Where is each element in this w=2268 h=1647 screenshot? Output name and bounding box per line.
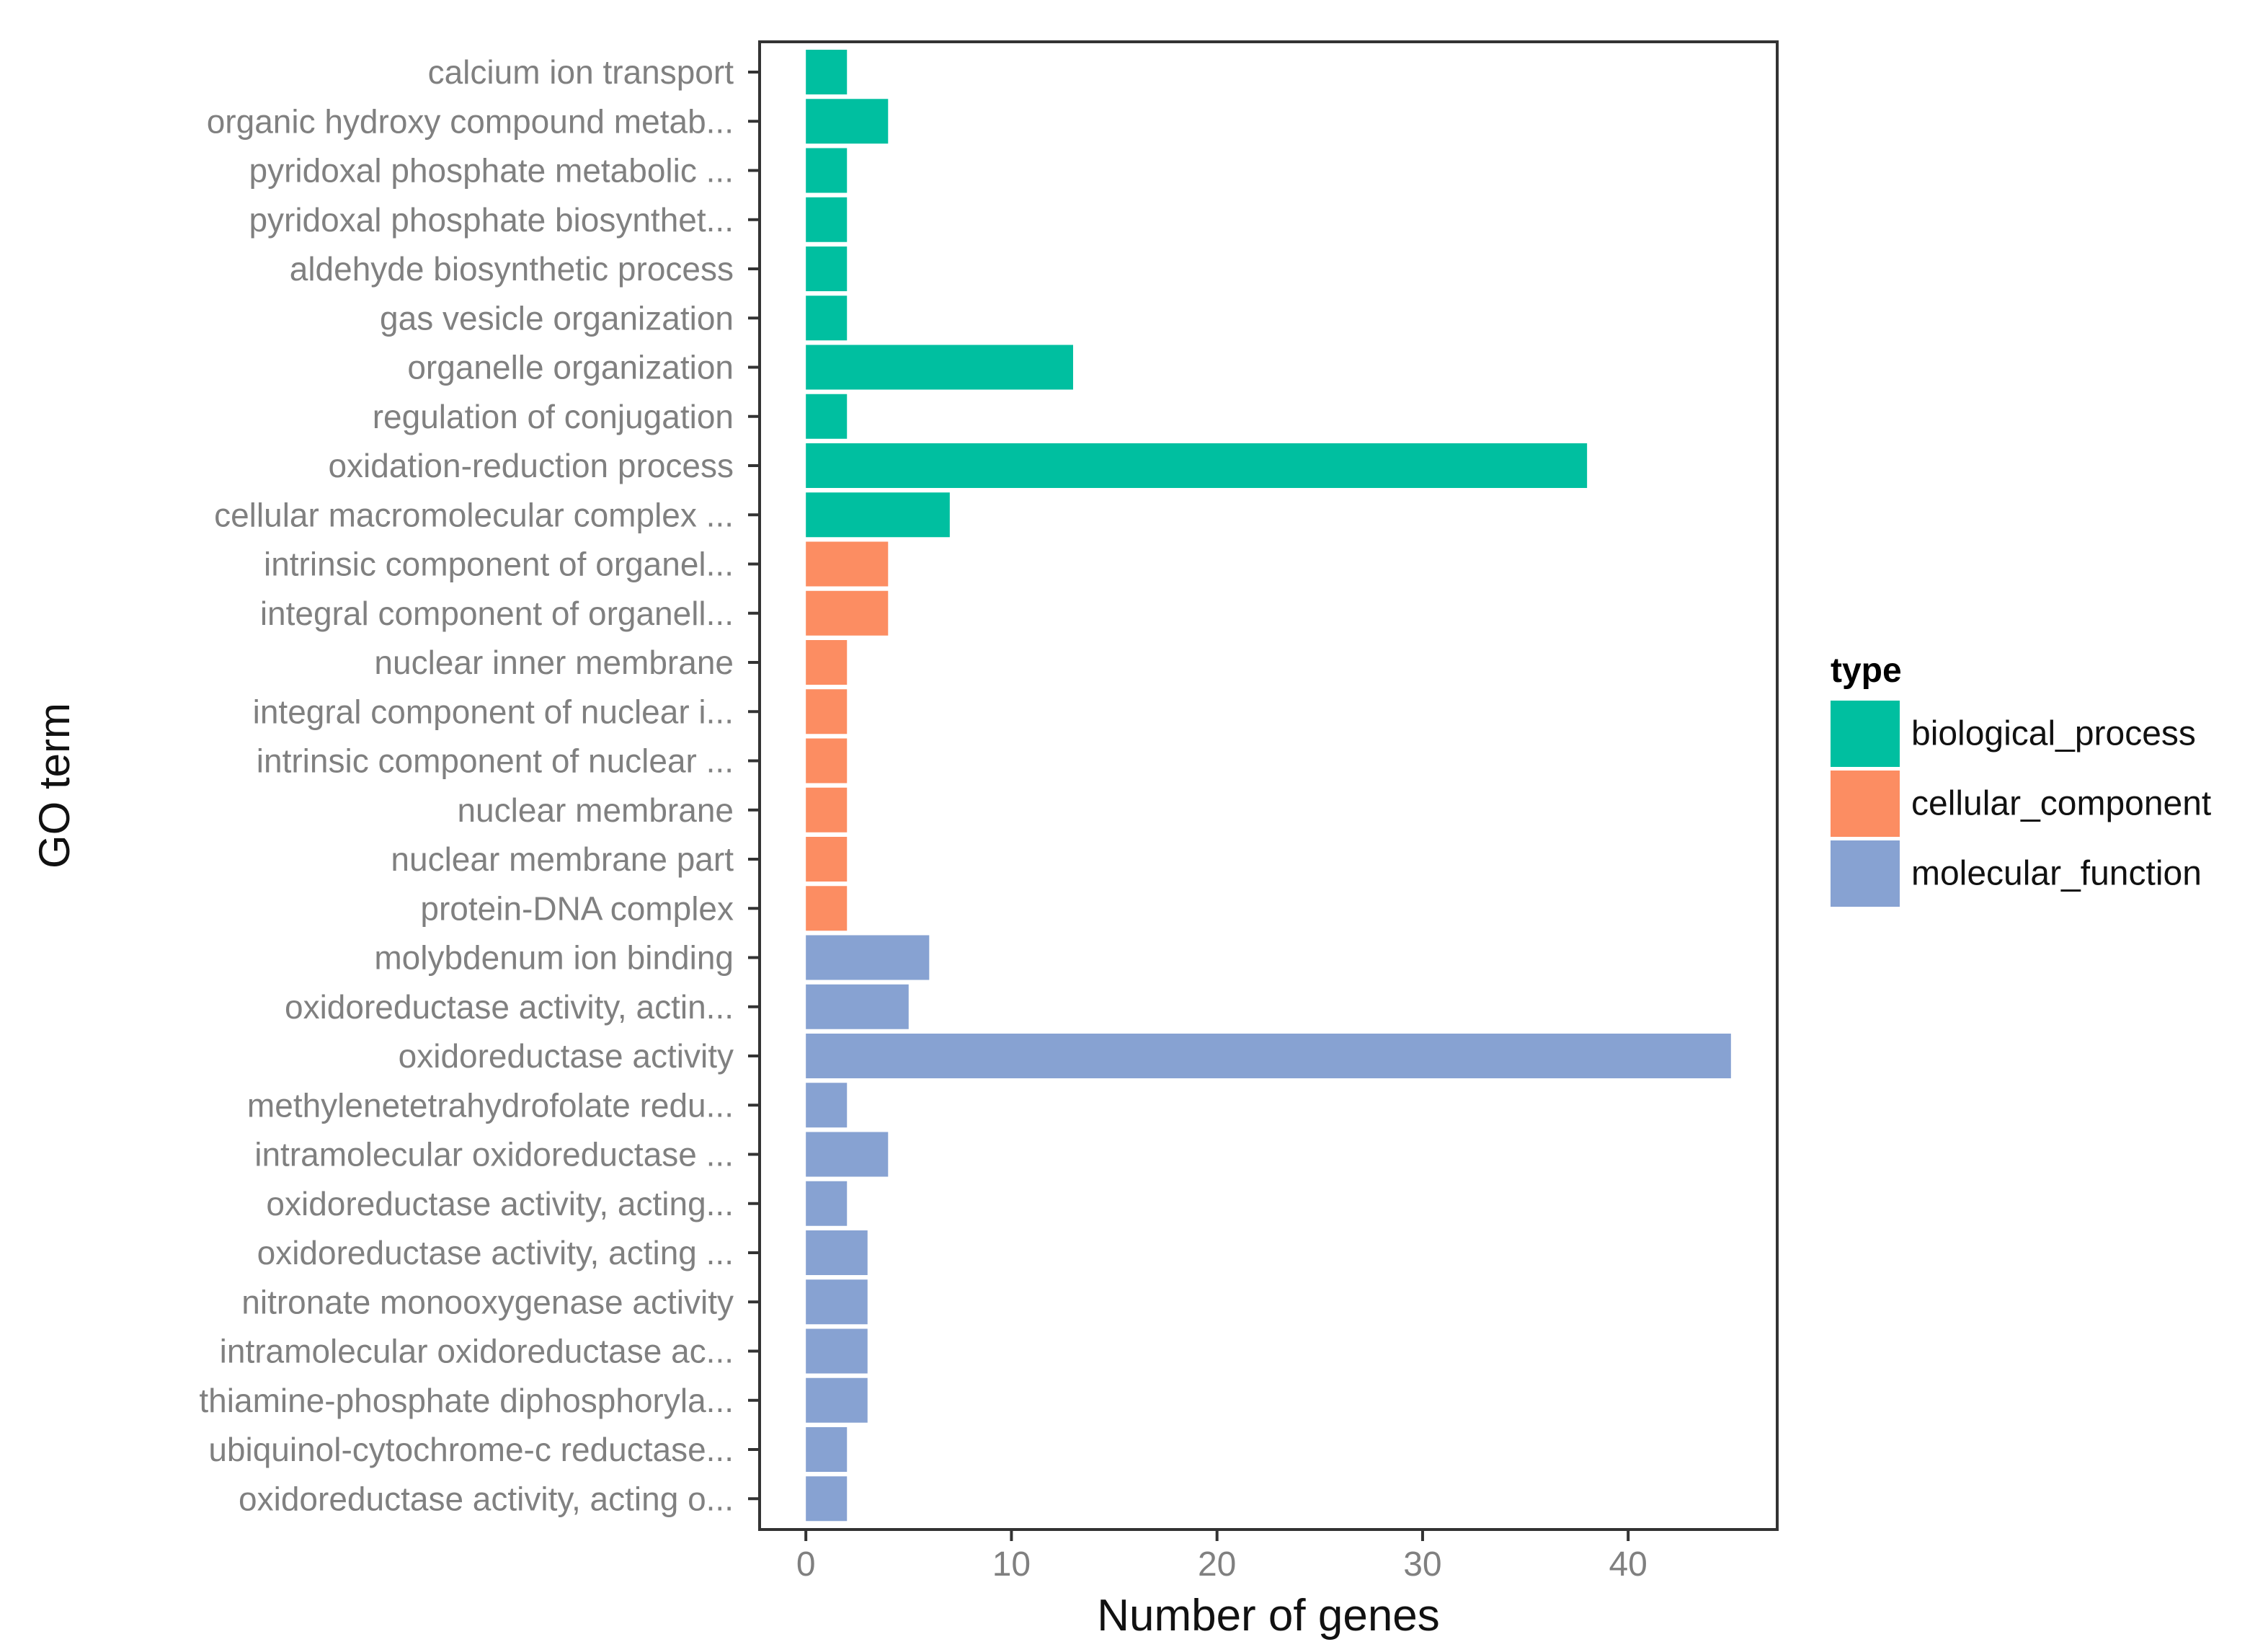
y-axis-title: GO term bbox=[30, 703, 79, 869]
bar bbox=[806, 837, 848, 882]
bar bbox=[806, 148, 848, 193]
bar bbox=[806, 984, 909, 1029]
y-tick-label: oxidoreductase activity bbox=[399, 1037, 734, 1075]
y-tick-label: nuclear inner membrane bbox=[374, 644, 734, 681]
bar bbox=[806, 197, 848, 242]
y-tick-label: protein-DNA complex bbox=[420, 889, 734, 927]
bar bbox=[806, 1083, 848, 1128]
bar bbox=[806, 394, 848, 439]
legend-label: cellular_component bbox=[1911, 785, 2211, 823]
x-tick-label: 20 bbox=[1198, 1545, 1236, 1584]
legend-label: molecular_function bbox=[1911, 855, 2202, 893]
y-tick-label: organelle organization bbox=[407, 349, 734, 386]
bar bbox=[806, 50, 848, 94]
y-axis-ticks: calcium ion transport organic hydroxy com… bbox=[199, 53, 760, 1517]
bar bbox=[806, 590, 889, 636]
y-tick-label: oxidoreductase activity, acting... bbox=[266, 1185, 734, 1222]
y-tick-label: oxidoreductase activity, acting o... bbox=[239, 1480, 734, 1517]
legend-key bbox=[1831, 840, 1900, 907]
bar bbox=[806, 689, 848, 734]
y-tick-label: calcium ion transport bbox=[428, 53, 734, 91]
y-tick-label: cellular macromolecular complex ... bbox=[214, 496, 734, 533]
bar bbox=[806, 1377, 868, 1423]
y-tick-label: oxidoreductase activity, acting ... bbox=[257, 1234, 734, 1271]
bar bbox=[806, 492, 950, 538]
bars-group bbox=[806, 50, 1731, 1522]
y-tick-label: intrinsic component of nuclear ... bbox=[257, 742, 734, 780]
bar bbox=[806, 1427, 848, 1472]
bar bbox=[806, 99, 889, 144]
bar bbox=[806, 787, 848, 833]
bar bbox=[806, 296, 848, 341]
bar bbox=[806, 1132, 889, 1177]
y-tick-label: thiamine-phosphate diphosphoryla... bbox=[199, 1382, 734, 1419]
x-tick-label: 0 bbox=[796, 1545, 816, 1584]
x-tick-label: 10 bbox=[992, 1545, 1031, 1584]
y-tick-label: intrinsic component of organel... bbox=[264, 546, 734, 583]
x-axis-title: Number of genes bbox=[1097, 1591, 1440, 1641]
bar bbox=[806, 935, 930, 980]
y-tick-label: intramolecular oxidoreductase ... bbox=[254, 1136, 734, 1173]
bar bbox=[806, 1279, 868, 1325]
plot-panel-border bbox=[758, 40, 1779, 1531]
y-tick-label: pyridoxal phosphate biosynthet... bbox=[249, 201, 734, 239]
bar bbox=[806, 247, 848, 291]
y-tick-label: molybdenum ion binding bbox=[374, 939, 734, 977]
y-tick-label: gas vesicle organization bbox=[380, 299, 734, 337]
legend-entries: biological_process cellular_componentmole… bbox=[1831, 701, 2211, 907]
bar bbox=[806, 345, 1074, 390]
x-axis-ticks: 0 10 20 30 40 bbox=[796, 1530, 1647, 1584]
bar bbox=[806, 1230, 868, 1275]
y-tick-label: pyridoxal phosphate metabolic ... bbox=[249, 152, 734, 190]
bar bbox=[806, 1181, 848, 1226]
y-tick-label: oxidoreductase activity, actin... bbox=[285, 988, 734, 1026]
legend-label: biological_process bbox=[1911, 715, 2196, 753]
y-tick-label: ubiquinol-cytochrome-c reductase... bbox=[208, 1431, 734, 1468]
y-tick-label: integral component of nuclear i... bbox=[253, 693, 734, 730]
bar bbox=[806, 1328, 868, 1374]
y-tick-label: organic hydroxy compound metab... bbox=[207, 102, 734, 140]
y-tick-label: nuclear membrane bbox=[457, 791, 734, 829]
y-tick-label: regulation of conjugation bbox=[373, 398, 734, 435]
bar bbox=[806, 443, 1588, 488]
bar bbox=[806, 640, 848, 685]
y-tick-label: intramolecular oxidoreductase ac... bbox=[220, 1333, 734, 1370]
y-tick-label: aldehyde biosynthetic process bbox=[290, 250, 734, 288]
bar bbox=[806, 541, 889, 587]
legend-key bbox=[1831, 771, 1900, 837]
x-tick-label: 40 bbox=[1609, 1545, 1647, 1584]
x-tick-label: 30 bbox=[1403, 1545, 1441, 1584]
bar bbox=[806, 1476, 848, 1522]
bar bbox=[806, 886, 848, 931]
y-tick-label: methylenetetrahydrofolate redu... bbox=[247, 1086, 734, 1124]
legend-key bbox=[1831, 701, 1900, 767]
y-tick-label: oxidation-reduction process bbox=[328, 447, 734, 484]
y-tick-label: nuclear membrane part bbox=[391, 840, 734, 878]
bar bbox=[806, 738, 848, 783]
y-tick-label: nitronate monooxygenase activity bbox=[241, 1283, 734, 1320]
legend: type biological_process cellular_componen… bbox=[1831, 652, 2211, 907]
legend-title: type bbox=[1831, 652, 1902, 690]
bar bbox=[806, 1034, 1731, 1078]
y-tick-label: integral component of organell... bbox=[260, 595, 734, 632]
